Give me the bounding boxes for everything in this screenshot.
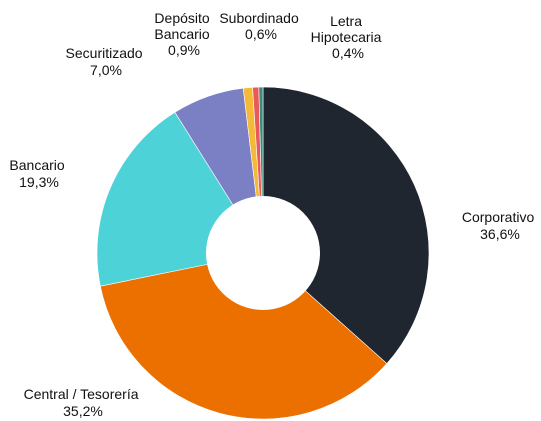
- slice-corporativo: [262, 86, 430, 364]
- letra-line-1: Letra: [330, 13, 362, 29]
- deposito-line-1: Depósito: [154, 10, 209, 26]
- slice-label-letra-hipotecaria: Letra Hipotecaria 0,4%: [311, 13, 386, 61]
- deposito-line-2: Bancario: [154, 26, 209, 42]
- slice-central-tesoreria: [99, 252, 388, 420]
- donut-hole: [206, 196, 320, 310]
- slice-label-central-tesoreria: Central / Tesorería 35,2%: [24, 386, 143, 419]
- slice-label-corporativo: Corporativo 36,6%: [462, 209, 538, 242]
- slice-label-deposito-bancario: Depósito Bancario 0,9%: [154, 10, 213, 58]
- letra-line-2: Hipotecaria: [311, 29, 382, 45]
- slice-label-securitizado: Securitizado 7,0%: [66, 45, 147, 78]
- slice-label-subordinado: Subordinado 0,6%: [219, 10, 302, 42]
- slice-label-bancario: Bancario 19,3%: [9, 157, 68, 190]
